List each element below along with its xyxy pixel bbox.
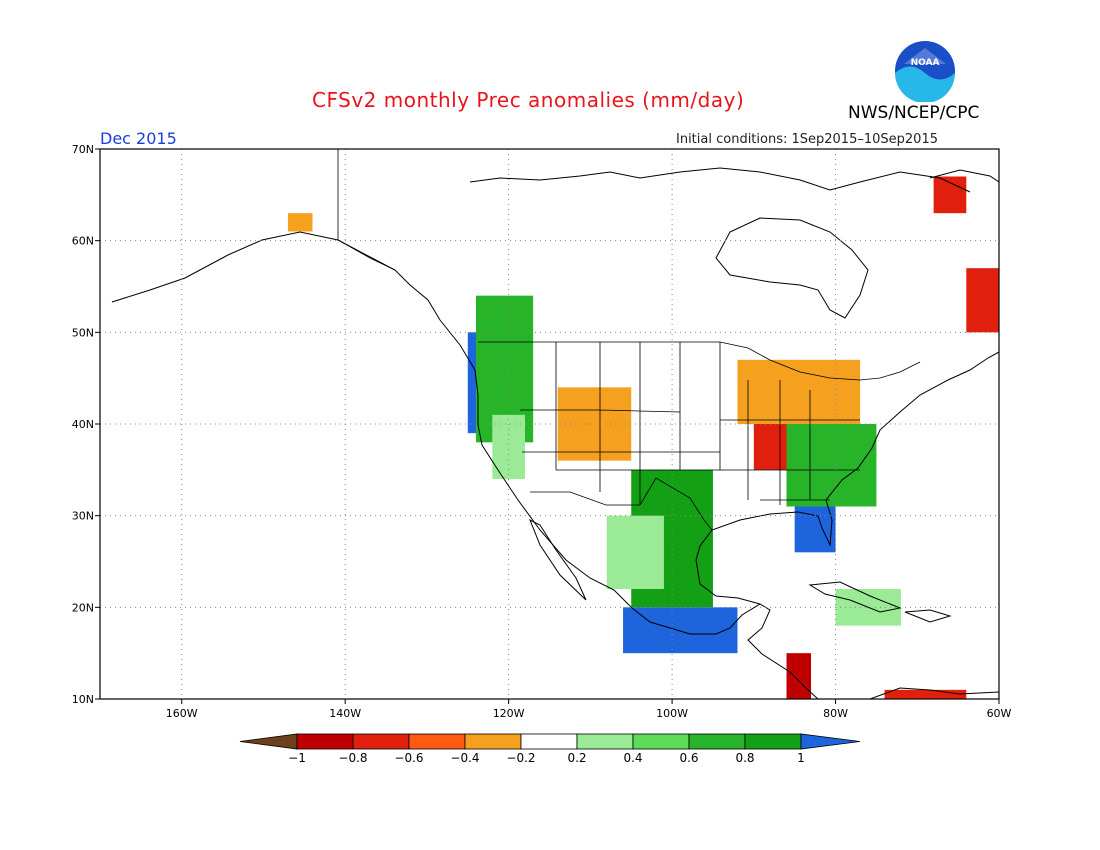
colorbar-label: 0.4 <box>623 751 642 765</box>
anomaly-region-venezuela-red <box>884 689 967 699</box>
cuba <box>808 581 902 613</box>
initial-conditions-label: Initial conditions: 1Sep2015–10Sep2015 <box>676 132 938 147</box>
colorbar-label: 1 <box>797 751 805 765</box>
lon-tick-label: 80W <box>823 707 848 720</box>
colorbar-arrow-high <box>800 733 861 750</box>
colorbar-label: −1 <box>288 751 306 765</box>
anomaly-region-southeast-green <box>786 424 877 507</box>
colorbar-label: −0.2 <box>506 751 535 765</box>
baja-california <box>529 518 587 601</box>
colorbar-arrow-low <box>239 733 298 750</box>
lat-tick-label: 50N <box>72 326 94 339</box>
noaa-logo: NOAA <box>894 40 956 103</box>
valid-month-label: Dec 2015 <box>100 129 177 148</box>
south-america-coast <box>869 687 999 699</box>
chart-title: CFSv2 monthly Prec anomalies (mm/day) <box>312 88 745 112</box>
colorbar-segment <box>632 733 690 750</box>
political-borders <box>337 149 921 531</box>
colorbar-label: 0.6 <box>679 751 698 765</box>
alaska-border <box>337 149 396 271</box>
lon-tick-label: 100W <box>656 707 688 720</box>
anomaly-region-mexico-light <box>606 515 664 589</box>
anomaly-region-labrador-red <box>966 268 999 333</box>
colorbar: −1 −0.8 −0.6 −0.4 −0.2 0.2 0.4 0.6 0.8 1 <box>239 733 861 765</box>
lat-tick-label: 20N <box>72 601 94 614</box>
colorbar-segment <box>744 733 802 750</box>
colorbar-segment <box>520 733 578 750</box>
colorbar-segment <box>688 733 746 750</box>
colorbar-label: −0.6 <box>394 751 423 765</box>
us-mexico-border <box>530 477 713 531</box>
anomaly-region-mexico-pacific-blue <box>623 607 738 654</box>
anomaly-region-alaska-orange <box>287 213 313 232</box>
lat-tick-label: 40N <box>72 418 94 431</box>
hudson-bay <box>715 217 869 319</box>
anomaly-region-wyoming-orange <box>557 387 632 461</box>
lat-tick-label: 30N <box>72 510 94 523</box>
graticule <box>100 149 999 699</box>
us-canada-border <box>478 341 921 381</box>
colorbar-label: 0.2 <box>567 751 586 765</box>
map-axes: 160W 140W 120W 100W 80W 60W 10N 20N 30N 40N 50N 60N… <box>72 143 1012 720</box>
lat-tick-label: 70N <box>72 143 94 156</box>
anomaly-field <box>287 176 999 699</box>
colorbar-label: −0.4 <box>450 751 479 765</box>
lon-tick-label: 140W <box>329 707 361 720</box>
lon-tick-label: 60W <box>987 707 1012 720</box>
mexico-gulf-coastline <box>695 351 999 605</box>
noaa-logo-text: NOAA <box>911 58 940 68</box>
lat-tick-label: 60N <box>72 235 94 248</box>
colorbar-segment <box>464 733 522 750</box>
hispaniola <box>904 609 952 623</box>
arctic-islands <box>469 167 971 193</box>
colorbar-label: −0.8 <box>338 751 367 765</box>
greenland-edge <box>929 169 999 183</box>
anomaly-region-great-lakes-orange <box>737 359 861 424</box>
anomaly-region-baffin-red <box>933 176 967 214</box>
lat-tick-label: 10N <box>72 693 94 706</box>
state-lines-east <box>720 380 860 505</box>
colorbar-label: 0.8 <box>735 751 754 765</box>
colorbar-segment <box>352 733 410 750</box>
anomaly-region-central-america-red <box>786 653 812 699</box>
anomaly-region-california-light <box>492 414 525 479</box>
colorbar-segment <box>296 733 354 750</box>
lon-tick-label: 160W <box>166 707 198 720</box>
agency-label: NWS/NCEP/CPC <box>848 103 980 123</box>
colorbar-segment <box>408 733 466 750</box>
lon-tick-label: 120W <box>493 707 525 720</box>
colorbar-segment <box>576 733 634 750</box>
